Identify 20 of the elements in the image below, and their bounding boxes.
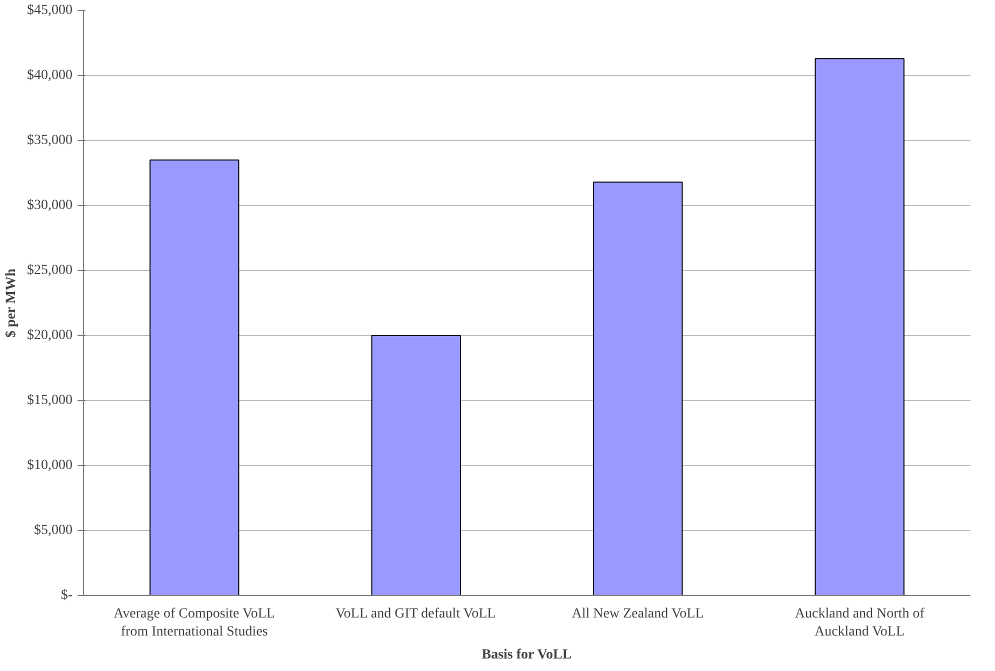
- y-tick-label: $25,000: [27, 263, 72, 278]
- y-tick-label: $20,000: [27, 328, 72, 343]
- y-tick-label: $35,000: [27, 133, 72, 148]
- bar: [371, 335, 461, 596]
- y-tick-label: $5,000: [34, 523, 72, 538]
- y-tick-label: $40,000: [27, 68, 72, 83]
- y-tick-label: $30,000: [27, 198, 72, 213]
- x-tick-label: Auckland and North of Auckland VoLL: [794, 606, 925, 640]
- x-tick-label: All New Zealand VoLL: [572, 606, 704, 622]
- bar: [593, 182, 683, 596]
- bar: [150, 160, 240, 596]
- y-tick-label: $45,000: [27, 3, 72, 18]
- bar: [814, 58, 904, 596]
- y-tick-label: $-: [60, 588, 73, 603]
- x-tick-label: VoLL and GIT default VoLL: [336, 606, 496, 622]
- y-axis-title: $ per MWh: [4, 268, 19, 338]
- y-tick-label: $15,000: [27, 393, 72, 408]
- x-axis-title: Basis for VoLL: [482, 648, 572, 662]
- y-tick-label: $10,000: [27, 458, 72, 473]
- x-tick-label: Average of Composite VoLL from International Studies: [114, 606, 275, 640]
